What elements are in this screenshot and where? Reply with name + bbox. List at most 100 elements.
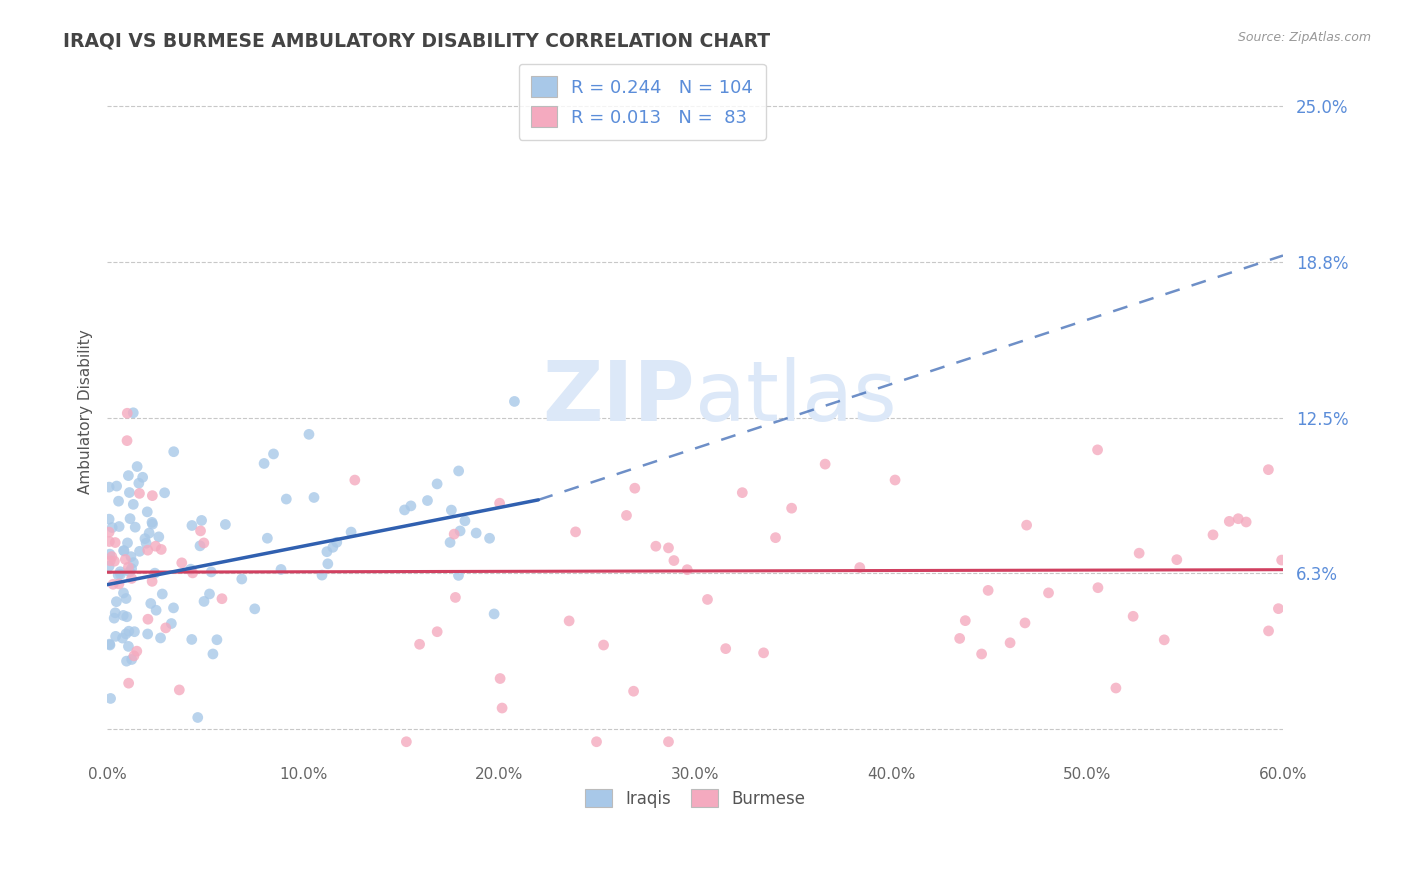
Point [449, 524, 471, 538]
Point [121, 652, 143, 666]
Point [121, 561, 143, 575]
Point [141, 517, 163, 532]
Point [585, 735, 607, 749]
Point [322, 541, 344, 555]
Point [558, 614, 581, 628]
Point [302, 491, 325, 505]
Point [117, 468, 139, 483]
Point [124, 624, 146, 639]
Legend: Iraqis, Burmese: Iraqis, Burmese [578, 782, 811, 814]
Point [98, 525, 121, 540]
Point [1271, 553, 1294, 567]
Point [115, 434, 138, 448]
Point [503, 394, 526, 409]
Point [714, 641, 737, 656]
Point [128, 476, 150, 491]
Point [162, 600, 184, 615]
Point [101, 549, 124, 564]
Point [1128, 546, 1150, 560]
Point [205, 632, 228, 647]
Point [488, 496, 510, 510]
Point [200, 565, 222, 579]
Point [141, 489, 163, 503]
Point [150, 542, 173, 557]
Point [153, 485, 176, 500]
Point [122, 556, 145, 570]
Point [128, 486, 150, 500]
Point [193, 594, 215, 608]
Point [169, 682, 191, 697]
Point [188, 539, 211, 553]
Point [149, 631, 172, 645]
Point [190, 524, 212, 538]
Point [101, 577, 124, 591]
Point [112, 608, 135, 623]
Point [190, 513, 212, 527]
Point [253, 457, 276, 471]
Point [104, 629, 127, 643]
Point [121, 571, 143, 585]
Point [998, 636, 1021, 650]
Y-axis label: Ambulatory Disability: Ambulatory Disability [79, 329, 93, 494]
Point [316, 557, 339, 571]
Point [148, 530, 170, 544]
Point [849, 560, 872, 574]
Point [117, 406, 139, 420]
Point [115, 609, 138, 624]
Point [98, 480, 121, 494]
Point [118, 565, 141, 579]
Point [263, 447, 285, 461]
Point [187, 710, 209, 724]
Point [1166, 552, 1188, 566]
Point [564, 524, 586, 539]
Point [193, 536, 215, 550]
Point [104, 535, 127, 549]
Point [143, 566, 166, 581]
Point [107, 568, 129, 582]
Point [98, 534, 121, 549]
Point [657, 541, 679, 555]
Point [131, 470, 153, 484]
Point [970, 647, 993, 661]
Point [439, 535, 461, 549]
Point [1234, 515, 1257, 529]
Point [103, 611, 125, 625]
Point [1015, 518, 1038, 533]
Point [443, 527, 465, 541]
Point [298, 427, 321, 442]
Point [181, 566, 204, 580]
Point [141, 516, 163, 530]
Point [316, 544, 339, 558]
Point [170, 556, 193, 570]
Point [118, 485, 141, 500]
Point [1202, 528, 1225, 542]
Point [98, 637, 121, 651]
Point [110, 567, 132, 582]
Point [340, 524, 363, 539]
Point [1257, 624, 1279, 638]
Point [136, 543, 159, 558]
Point [117, 676, 139, 690]
Point [395, 735, 418, 749]
Point [118, 624, 141, 639]
Point [112, 586, 135, 600]
Point [139, 597, 162, 611]
Point [276, 491, 298, 506]
Point [1014, 615, 1036, 630]
Point [623, 684, 645, 698]
Point [955, 614, 977, 628]
Point [211, 591, 233, 606]
Point [136, 505, 159, 519]
Point [201, 647, 224, 661]
Point [454, 514, 477, 528]
Point [105, 479, 128, 493]
Point [447, 464, 470, 478]
Point [108, 565, 131, 579]
Point [150, 587, 173, 601]
Point [949, 632, 972, 646]
Point [98, 512, 121, 526]
Point [311, 568, 333, 582]
Point [160, 616, 183, 631]
Point [343, 473, 366, 487]
Text: Source: ZipAtlas.com: Source: ZipAtlas.com [1237, 31, 1371, 45]
